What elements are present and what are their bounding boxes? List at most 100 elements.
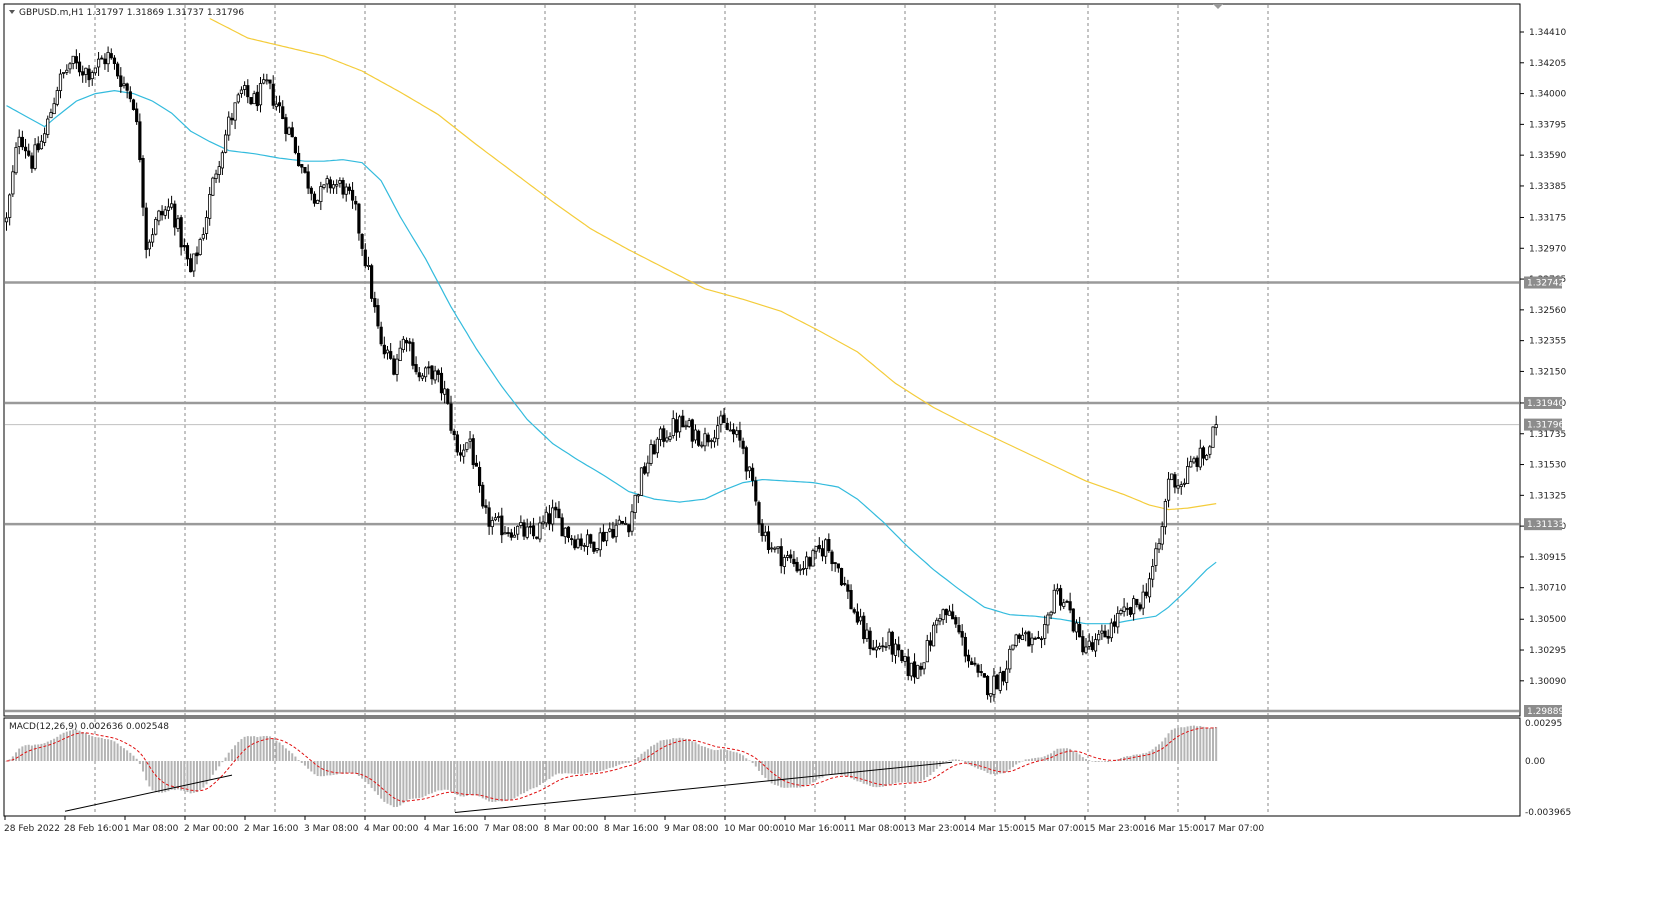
candle-up: [62, 72, 66, 74]
macd-bar: [602, 761, 605, 771]
main-chart-frame: [3, 3, 1521, 717]
macd-bar: [672, 738, 675, 761]
candle-up: [1005, 668, 1009, 683]
time-tick-label: 11 Mar 08:00: [844, 824, 904, 834]
candle-down: [417, 372, 421, 378]
candle-up: [633, 494, 637, 513]
candle-up: [239, 89, 244, 94]
macd-bar: [396, 761, 399, 807]
candle-up: [154, 218, 158, 235]
candle-down: [290, 127, 294, 138]
macd-bar: [615, 761, 618, 767]
macd-trendline[interactable]: [454, 761, 953, 814]
macd-bar: [1142, 753, 1145, 761]
macd-bar: [1183, 727, 1186, 761]
macd-bar: [637, 757, 640, 761]
candle-up: [1116, 613, 1120, 628]
macd-bar: [510, 761, 513, 800]
candle-down: [1065, 600, 1069, 603]
candle-down: [376, 305, 380, 327]
candle-down: [589, 534, 593, 544]
candle-up: [805, 556, 809, 569]
candle-down: [881, 645, 885, 648]
macd-bar: [977, 761, 980, 769]
macd-bar: [18, 748, 21, 761]
candle-up: [163, 209, 167, 216]
macd-bar: [411, 761, 414, 799]
macd-bar: [240, 739, 243, 761]
candle-down: [1090, 642, 1094, 650]
macd-bar: [288, 750, 291, 761]
candle-up: [712, 437, 717, 443]
macd-bar: [151, 761, 154, 791]
macd-signal: [6, 727, 1217, 802]
macd-bar: [773, 761, 776, 785]
macd-bar: [234, 745, 237, 761]
macd-bar: [958, 759, 960, 761]
candle-up: [636, 494, 640, 497]
macd-bar: [529, 761, 532, 790]
candle-up: [1176, 485, 1180, 489]
macd-bar: [100, 737, 103, 761]
macd-bar: [342, 761, 345, 774]
candle-down: [973, 662, 977, 665]
macd-bar: [888, 761, 891, 785]
candle-up: [322, 184, 326, 188]
candle-up: [668, 436, 672, 440]
symbol-header[interactable]: GBPUSD.m,H1 1.31797 1.31869 1.31737 1.31…: [9, 8, 244, 18]
time-axis: 28 Feb 2022 28 Feb 16:00 1 Mar 08:00 2 Mar …: [4, 816, 1264, 834]
candle-down: [303, 166, 307, 173]
candle-up: [801, 567, 806, 570]
candle-up: [989, 693, 993, 697]
macd-bar: [364, 761, 367, 782]
candle-down: [309, 187, 313, 194]
candle-up: [541, 521, 545, 525]
macd-bar: [1126, 756, 1129, 761]
macd-bar: [389, 761, 392, 806]
candle-down: [817, 544, 821, 550]
macd-bar: [164, 761, 167, 793]
candle-up: [503, 532, 507, 535]
level-tag: [1524, 705, 1562, 717]
candle-up: [1151, 565, 1155, 580]
candle-up: [33, 144, 37, 169]
macd-bar: [846, 761, 849, 777]
candle-down: [430, 365, 434, 380]
candle-down: [373, 298, 377, 308]
candle-down: [455, 434, 459, 453]
candle-up: [71, 55, 75, 64]
candle-down: [1195, 457, 1199, 467]
candle-up: [1052, 589, 1056, 614]
dropdown-arrow-icon[interactable]: [9, 10, 15, 14]
time-tick-label: 28 Feb 16:00: [64, 824, 123, 834]
macd-bar: [88, 734, 91, 761]
candle-up: [687, 420, 691, 427]
macd-bar: [640, 753, 643, 761]
macd-bar: [354, 761, 357, 774]
candle-up: [763, 531, 767, 537]
candle-down: [951, 611, 955, 620]
macd-bar: [294, 756, 297, 761]
macd-bar: [516, 761, 519, 797]
macd-bar: [249, 736, 252, 761]
candle-down: [757, 502, 761, 525]
macd-bar: [783, 761, 786, 788]
macd-bar: [446, 761, 449, 790]
candle-down: [293, 137, 298, 154]
chart-shift-marker-icon[interactable]: [1213, 4, 1223, 9]
macd-bar: [923, 761, 926, 780]
price-tick-label: 1.33385: [1529, 182, 1566, 192]
candle-down: [592, 541, 596, 552]
candle-up: [319, 186, 323, 202]
candle-down: [982, 673, 987, 678]
macd-trendline[interactable]: [64, 774, 233, 812]
macd-bar: [935, 761, 938, 769]
candle-down: [979, 671, 983, 674]
macd-axis: 0.00295 0.00 -0.003965: [1525, 719, 1571, 818]
macd-bar: [278, 742, 281, 761]
macd-bar: [564, 761, 567, 774]
candle-up: [106, 52, 110, 65]
candle-up: [887, 631, 891, 646]
candle-up: [865, 629, 869, 640]
